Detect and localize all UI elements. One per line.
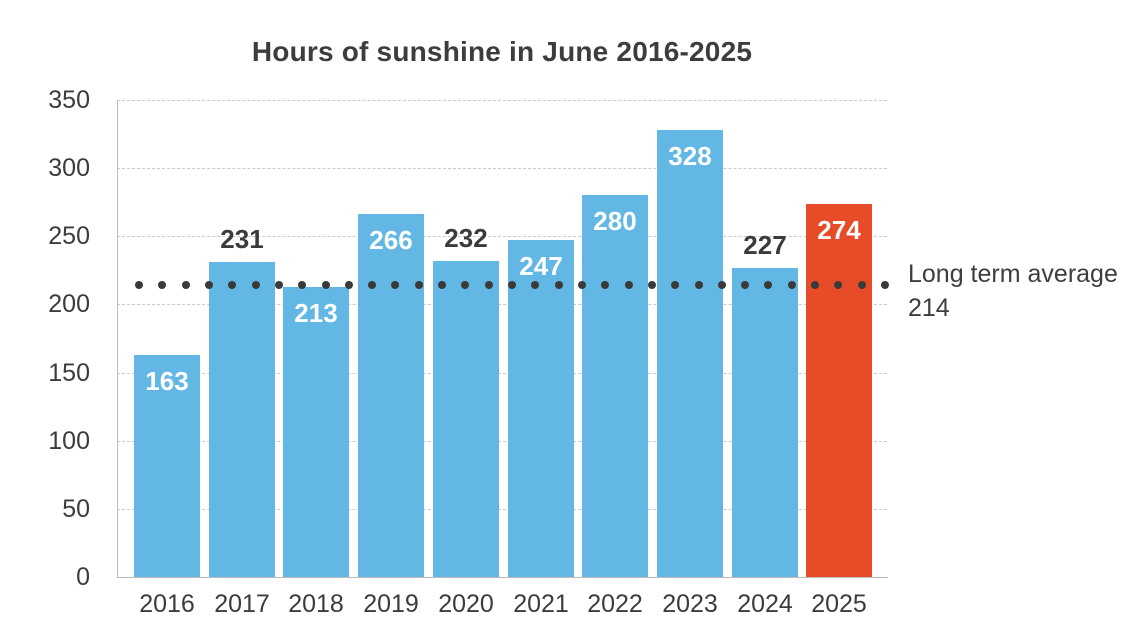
average-line-dot — [298, 281, 307, 290]
bar-value-label-2018: 213 — [294, 298, 338, 328]
average-line-dot — [787, 281, 796, 290]
average-line-dot — [601, 281, 610, 290]
bar-value-label-2017: 231 — [220, 224, 264, 254]
bar-2017 — [209, 262, 275, 577]
average-line-dot — [671, 281, 680, 290]
average-line-dot — [204, 281, 213, 290]
average-line-dot — [694, 281, 703, 290]
x-axis-label-2023: 2023 — [662, 590, 718, 618]
average-line-dot — [857, 281, 866, 290]
average-line-label: Long term average — [908, 260, 1118, 288]
gridline-350 — [117, 100, 887, 101]
average-line-dot — [484, 281, 493, 290]
average-line-dot — [881, 281, 889, 290]
bar-2018 — [283, 287, 349, 577]
gridline-100 — [117, 440, 887, 442]
gridline-200 — [117, 304, 887, 306]
average-line-dot — [181, 281, 190, 290]
average-line-dot — [274, 281, 283, 290]
y-axis-line — [117, 100, 118, 577]
average-line-dot — [647, 281, 656, 290]
average-line-dot — [158, 281, 167, 290]
average-line-legend: Long term average 214 — [908, 257, 1140, 325]
average-line-dot — [344, 281, 353, 290]
average-line-dot — [764, 281, 773, 290]
x-axis-label-2021: 2021 — [513, 590, 569, 618]
average-line-dot — [391, 281, 400, 290]
bar-2022 — [582, 195, 648, 577]
bar-2016 — [134, 355, 200, 577]
x-axis-label-2020: 2020 — [438, 590, 494, 618]
average-line-dot — [717, 281, 726, 290]
bar-value-label-2020: 232 — [444, 223, 488, 253]
bar-value-label-2019: 266 — [369, 225, 413, 255]
x-axis-line — [117, 577, 888, 578]
average-line-dot — [577, 281, 586, 290]
average-line-dot — [135, 281, 143, 290]
y-axis-tick-300: 300 — [48, 154, 90, 183]
gridline-150 — [117, 372, 887, 374]
average-line-value: 214 — [908, 294, 950, 322]
x-axis-label-2018: 2018 — [288, 590, 344, 618]
bar-value-label-2022: 280 — [593, 206, 637, 236]
average-line-dot — [834, 281, 843, 290]
y-axis-tick-100: 100 — [48, 426, 90, 455]
bar-2025 — [806, 204, 872, 577]
y-axis-tick-150: 150 — [48, 358, 90, 387]
x-axis-label-2017: 2017 — [214, 590, 270, 618]
average-line-dot — [624, 281, 633, 290]
y-axis-tick-250: 250 — [48, 222, 90, 251]
bar-value-label-2025: 274 — [817, 215, 861, 245]
bar-value-label-2021: 247 — [519, 251, 563, 281]
gridline-250 — [117, 236, 887, 238]
x-axis-label-2024: 2024 — [737, 590, 793, 618]
bar-2024 — [732, 268, 798, 577]
bar-value-label-2023: 328 — [668, 141, 712, 171]
average-line-dot — [368, 281, 377, 290]
average-line-dot — [811, 281, 820, 290]
bar-2023 — [657, 130, 723, 577]
gridline-50 — [117, 508, 887, 510]
average-line-dot — [508, 281, 516, 290]
average-line-dot — [251, 281, 260, 290]
bar-2020 — [433, 261, 499, 577]
average-line-dot — [531, 281, 540, 290]
average-line-dot — [321, 281, 330, 290]
x-axis-label-2022: 2022 — [587, 590, 643, 618]
average-line-dot — [741, 281, 750, 290]
y-axis-tick-0: 0 — [76, 563, 90, 591]
y-axis-tick-50: 50 — [62, 494, 90, 523]
average-line-dot — [228, 281, 237, 290]
x-axis-label-2019: 2019 — [363, 590, 419, 618]
bar-2021 — [508, 240, 574, 577]
average-line-dot — [461, 281, 470, 290]
gridline-300 — [117, 168, 887, 170]
average-line-dot — [438, 281, 447, 290]
y-axis-tick-350: 350 — [48, 86, 90, 114]
bar-value-label-2024: 227 — [743, 230, 787, 260]
average-line-dot — [554, 281, 563, 290]
chart-title: Hours of sunshine in June 2016-2025 — [251, 36, 753, 67]
bar-2019 — [358, 214, 424, 577]
x-axis-label-2016: 2016 — [139, 590, 195, 618]
y-axis-tick-200: 200 — [48, 290, 90, 319]
average-line-dot — [414, 281, 423, 290]
x-axis-label-2025: 2025 — [811, 590, 867, 618]
bar-value-label-2016: 163 — [145, 366, 189, 396]
